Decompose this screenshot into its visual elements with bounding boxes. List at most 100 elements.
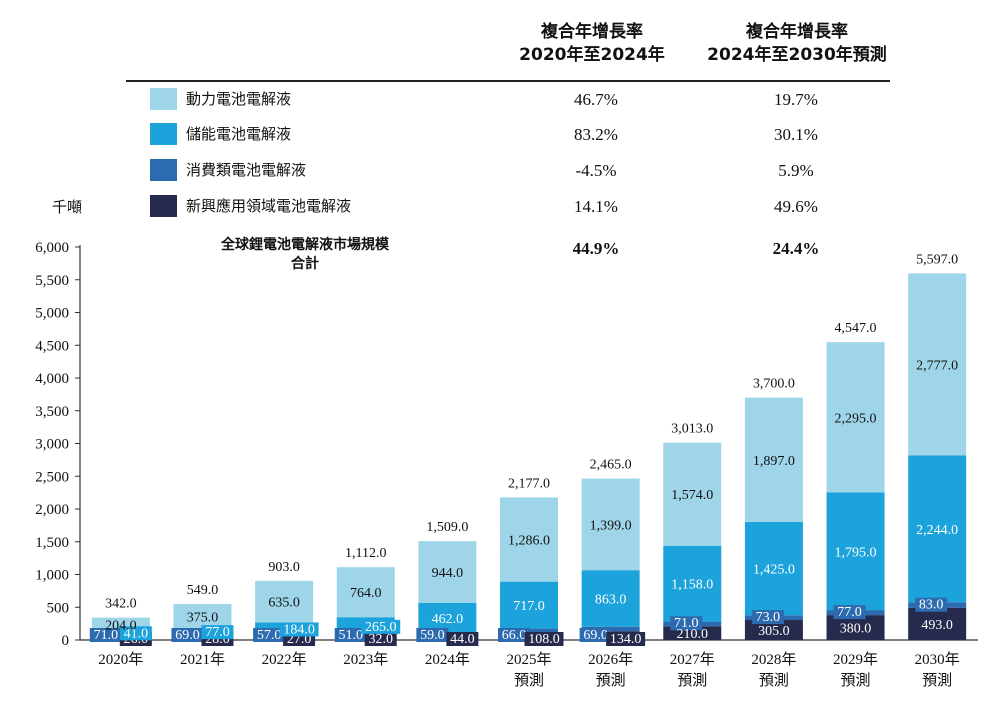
bar-segment (418, 541, 477, 603)
total-label: 5,597.0 (916, 252, 958, 267)
label-consumer-bg (579, 628, 612, 642)
label-storage: 717.0 (513, 599, 545, 614)
label-emerging: 493.0 (921, 618, 953, 633)
legend-swatch-power (150, 88, 177, 110)
label-power: 1,897.0 (753, 454, 795, 469)
label-consumer-bg (833, 605, 866, 620)
cagr-header-2024-2030-line2: 2024年至2030年預測 (707, 45, 887, 65)
x-tick-label: 2028年 (751, 651, 796, 668)
cagr-total-2024-2030: 24.4% (772, 239, 820, 258)
label-consumer-bg (751, 610, 784, 625)
label-power: 2,777.0 (916, 358, 958, 373)
label-storage: 265.0 (365, 620, 397, 635)
label-emerging: 380.0 (840, 622, 872, 637)
label-storage-bg (201, 625, 234, 640)
label-storage-bg (361, 619, 401, 634)
label-storage: 41.0 (124, 626, 149, 641)
label-consumer: 71.0 (94, 628, 119, 643)
bar-segment (826, 492, 885, 611)
bar-segment (581, 478, 640, 571)
bar-segment (744, 397, 803, 522)
bar-segment (744, 620, 803, 640)
cagr-header-2020-2024-line1: 複合年增長率 (541, 22, 643, 42)
legend-label-emerging: 新興應用領域電池電解液 (186, 197, 352, 215)
label-storage: 77.0 (205, 625, 230, 640)
x-tick-label: 2030年 (915, 651, 960, 668)
y-tick-label: 2,000 (35, 502, 69, 518)
bar-segment (744, 521, 803, 616)
label-consumer: 77.0 (837, 605, 862, 620)
label-consumer-bg (171, 628, 204, 642)
x-tick-label: 2026年 (588, 651, 633, 668)
x-tick-label: 預測 (841, 672, 871, 689)
x-tick-label: 預測 (596, 672, 626, 689)
cagr-emerging-2020-2024: 14.1% (574, 197, 618, 216)
cagr-storage-2020-2024: 83.2% (574, 125, 618, 144)
label-consumer: 71.0 (674, 616, 699, 631)
label-consumer: 69.0 (583, 628, 608, 643)
x-tick-label: 2020年 (98, 651, 143, 668)
cagr-header-2020-2024: 複合年增長率 2020年至2024年 (492, 21, 692, 67)
label-emerging: 134.0 (610, 632, 642, 647)
x-tick-label: 2021年 (180, 651, 225, 668)
label-consumer-bg (416, 628, 449, 642)
label-consumer: 57.0 (257, 628, 282, 643)
label-emerging: 44.0 (450, 632, 475, 647)
label-storage: 2,244.0 (916, 523, 958, 538)
total-market-label-line1: 全球鋰電池電解液市場規模 (221, 237, 389, 253)
label-consumer-bg (334, 628, 367, 642)
bar-segment (908, 455, 967, 603)
cagr-total-2020-2024: 44.9% (572, 239, 620, 258)
x-tick-label: 預測 (514, 672, 544, 689)
bar-segment (826, 342, 885, 493)
y-axis-unit: 千噸 (52, 198, 83, 216)
x-tick-label: 預測 (759, 672, 789, 689)
label-storage: 1,795.0 (835, 545, 877, 560)
total-label: 3,700.0 (753, 377, 795, 392)
legend-label-storage: 儲能電池電解液 (186, 125, 292, 143)
label-consumer-bg (498, 628, 530, 642)
cagr-header-2020-2024-line2: 2020年至2024年 (519, 45, 665, 65)
label-emerging: 108.0 (528, 632, 560, 647)
label-consumer-bg (89, 628, 122, 642)
label-storage-bg (279, 622, 319, 637)
bar-segment (173, 604, 232, 629)
cagr-consumer-2020-2024: -4.5% (575, 161, 617, 180)
y-tick-label: 5,000 (35, 306, 69, 322)
x-tick-label: 2022年 (262, 651, 307, 668)
bar-segment (581, 570, 640, 627)
cagr-power-2024-2030: 19.7% (774, 90, 818, 109)
label-emerging: 305.0 (758, 624, 790, 639)
total-label: 903.0 (268, 560, 300, 575)
label-storage: 462.0 (432, 612, 464, 627)
x-tick-label: 2024年 (425, 651, 470, 668)
label-power: 764.0 (350, 586, 382, 601)
cagr-emerging-2024-2030: 49.6% (774, 197, 818, 216)
legend-swatch-emerging (150, 195, 177, 217)
bar-segment (500, 497, 558, 582)
label-consumer-bg (915, 597, 948, 612)
label-power: 375.0 (187, 610, 219, 625)
bar-segment (336, 567, 395, 618)
x-tick-label: 2023年 (343, 651, 388, 668)
label-emerging: 210.0 (677, 627, 709, 642)
bar-segment (500, 581, 558, 629)
label-consumer-bg (670, 616, 703, 631)
y-tick-label: 4,000 (35, 371, 69, 387)
total-label: 2,465.0 (590, 458, 632, 473)
label-emerging-bg (524, 632, 564, 646)
y-tick-label: 4,500 (35, 338, 69, 354)
x-tick-label: 2029年 (833, 651, 878, 668)
label-consumer: 73.0 (756, 610, 781, 625)
bar-segment (255, 580, 314, 623)
label-power: 1,574.0 (671, 488, 713, 503)
label-storage: 863.0 (595, 592, 627, 607)
bar-segment (826, 615, 885, 640)
bar-segment (908, 273, 967, 456)
label-power: 2,295.0 (835, 411, 877, 426)
label-power: 944.0 (432, 566, 464, 581)
label-consumer: 83.0 (919, 598, 944, 613)
legend-swatch-storage (150, 123, 177, 145)
label-consumer-bg (253, 628, 286, 642)
label-power: 1,399.0 (590, 518, 632, 533)
